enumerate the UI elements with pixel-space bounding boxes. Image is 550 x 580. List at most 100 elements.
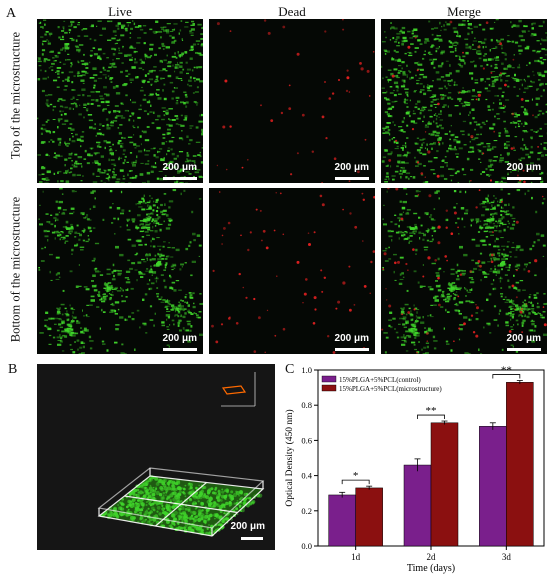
live-cell-mark xyxy=(469,121,472,125)
live-cell-mark xyxy=(489,226,495,229)
live-cell-mark xyxy=(45,311,49,314)
live-cell-mark xyxy=(498,254,501,257)
live-cell-mark xyxy=(533,329,536,332)
live-cell-mark xyxy=(446,150,449,153)
live-cell-mark xyxy=(136,228,139,230)
3d-cell-mark xyxy=(118,501,122,504)
live-cell-mark xyxy=(449,64,451,67)
live-cell-mark xyxy=(402,144,407,147)
live-cell-mark xyxy=(37,78,41,81)
live-cell-mark xyxy=(182,39,184,41)
live-cell-mark xyxy=(412,110,415,112)
live-cell-mark xyxy=(163,241,166,243)
dead-cell-mark xyxy=(262,229,266,233)
live-cell-mark xyxy=(398,93,402,95)
live-cell-mark xyxy=(499,201,502,203)
3d-cell-mark xyxy=(168,510,172,513)
live-cell-mark xyxy=(540,61,544,65)
live-cell-mark xyxy=(434,191,438,194)
3d-cell-mark xyxy=(220,499,223,502)
live-cell-mark xyxy=(149,269,153,272)
live-cell-mark xyxy=(424,41,427,44)
live-cell-mark xyxy=(169,35,172,37)
live-cell-mark xyxy=(125,69,128,72)
3d-cell-mark xyxy=(212,501,216,504)
live-cell-mark xyxy=(473,25,478,28)
dead-cell-mark xyxy=(362,198,365,201)
live-cell-mark xyxy=(490,213,492,216)
live-cell-mark xyxy=(472,89,475,92)
live-cell-mark xyxy=(458,92,460,94)
dead-cell-mark xyxy=(420,172,424,175)
live-cell-mark xyxy=(118,132,122,135)
3d-cell-mark xyxy=(201,502,204,505)
live-cell-mark xyxy=(523,130,526,133)
dead-cell-mark xyxy=(501,200,503,203)
live-cell-mark xyxy=(510,344,514,346)
dead-cell-mark xyxy=(346,69,349,72)
live-cell-mark xyxy=(151,212,154,215)
live-cell-mark xyxy=(483,223,485,226)
live-cell-mark xyxy=(58,200,63,204)
dead-cell-mark xyxy=(437,141,440,144)
live-cell-mark xyxy=(524,304,528,307)
live-cell-mark xyxy=(155,222,160,225)
live-cell-mark xyxy=(52,336,56,339)
live-cell-mark xyxy=(87,238,90,241)
x-axis-label: Time (days) xyxy=(407,563,455,574)
live-cell-mark xyxy=(399,317,402,320)
live-cell-mark xyxy=(453,84,455,86)
live-cell-mark xyxy=(382,218,384,220)
live-cell-mark xyxy=(106,70,110,72)
live-cell-mark xyxy=(169,274,171,277)
live-cell-mark xyxy=(470,61,474,63)
live-cell-mark xyxy=(185,294,188,296)
3d-cell-mark xyxy=(108,513,113,518)
3d-cell-mark xyxy=(204,514,209,519)
live-cell-mark xyxy=(153,154,156,157)
live-cell-mark xyxy=(72,173,76,177)
live-cell-mark xyxy=(100,134,103,136)
dead-cell-mark xyxy=(428,194,432,198)
live-cell-mark xyxy=(431,219,436,221)
live-cell-mark xyxy=(156,295,159,298)
live-cell-mark xyxy=(144,154,149,156)
3d-cell-mark xyxy=(172,505,174,508)
live-cell-mark xyxy=(489,217,492,219)
3d-cell-mark xyxy=(184,507,188,511)
live-cell-mark xyxy=(542,311,546,313)
micrograph-merge-top: 200 μm xyxy=(381,19,547,183)
live-cell-mark xyxy=(107,123,109,126)
live-cell-mark xyxy=(198,198,202,200)
3d-cell-mark xyxy=(187,508,191,512)
live-cell-mark xyxy=(508,285,511,289)
live-cell-mark xyxy=(69,344,72,346)
live-cell-mark xyxy=(388,258,392,260)
live-cell-mark xyxy=(503,128,506,130)
live-cell-mark xyxy=(79,233,82,237)
live-cell-mark xyxy=(393,270,395,274)
live-cell-mark xyxy=(492,102,495,104)
live-cell-mark xyxy=(534,59,539,63)
live-cell-mark xyxy=(486,322,491,325)
dead-cell-mark xyxy=(221,243,223,245)
live-cell-mark xyxy=(424,108,426,111)
3d-cell-mark xyxy=(190,528,195,533)
3d-cell-mark xyxy=(165,520,170,524)
live-cell-mark xyxy=(487,226,492,229)
live-cell-mark xyxy=(435,50,438,53)
live-cell-mark xyxy=(504,203,507,207)
live-cell-mark xyxy=(431,235,433,237)
dead-cell-mark xyxy=(218,191,221,193)
live-cell-mark xyxy=(517,167,520,170)
live-cell-mark xyxy=(443,327,445,330)
live-cell-mark xyxy=(89,208,92,210)
live-cell-mark xyxy=(166,299,168,302)
dead-cell-mark xyxy=(225,168,228,171)
dead-cell-mark xyxy=(489,179,493,182)
live-cell-mark xyxy=(530,129,534,131)
live-cell-mark xyxy=(173,39,177,42)
live-cell-mark xyxy=(62,334,66,337)
live-cell-mark xyxy=(448,282,451,284)
live-cell-mark xyxy=(393,27,398,30)
